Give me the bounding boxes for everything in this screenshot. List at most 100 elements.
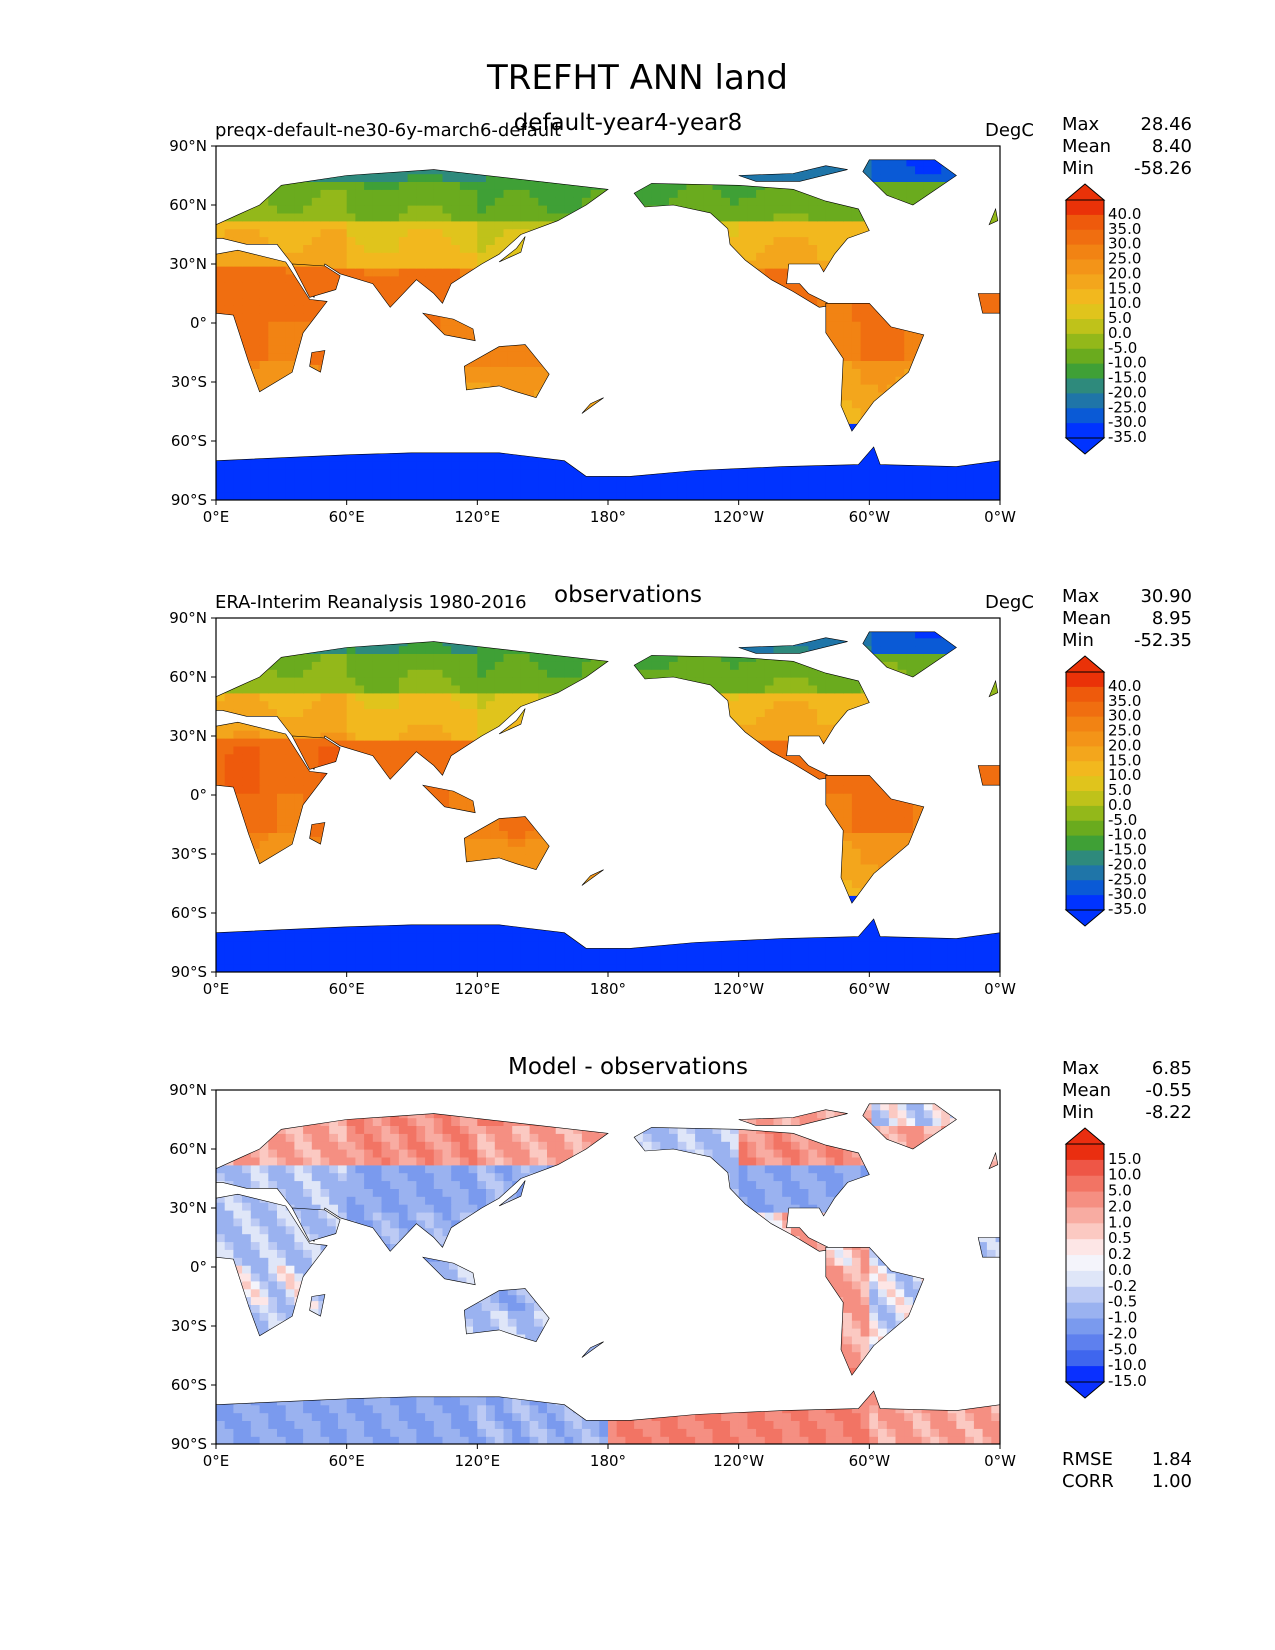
grid-cell (355, 220, 365, 230)
grid-cell (773, 446, 783, 454)
grid-cell (860, 879, 870, 889)
grid-cell (381, 669, 391, 678)
grid-cell (642, 244, 653, 253)
grid-cell (825, 887, 836, 896)
grid-cell (477, 700, 487, 710)
grid-cell (712, 716, 722, 725)
grid-cell (268, 352, 278, 361)
grid-cell (242, 212, 252, 222)
grid-cell (773, 724, 783, 733)
grid-cell (259, 840, 269, 849)
grid-cell (799, 260, 809, 269)
grid-cell (686, 964, 696, 972)
grid-cell (834, 328, 844, 338)
grid-cell (320, 236, 330, 245)
grid-cell (906, 159, 916, 167)
grid-cell (930, 964, 940, 972)
grid-cell (782, 189, 792, 198)
grid-cell (525, 366, 535, 375)
grid-cell (329, 724, 339, 733)
grid-cell (712, 476, 722, 485)
grid-cell (764, 747, 775, 757)
grid-cell (338, 228, 348, 238)
grid-cell (756, 212, 766, 222)
grid-cell (825, 189, 836, 198)
grid-cell (608, 732, 617, 741)
grid-cell (860, 468, 870, 477)
grid-cell (468, 700, 478, 710)
grid-cell (773, 484, 783, 493)
grid-cell (869, 244, 878, 253)
grid-cell (503, 460, 513, 470)
grid-cell (756, 260, 766, 269)
coastline (862, 159, 957, 206)
grid-cell (294, 468, 304, 477)
grid-cell (451, 732, 461, 741)
grid-cell (285, 724, 295, 733)
grid-cell (573, 212, 583, 222)
grid-cell (451, 476, 461, 485)
grid-cell (329, 205, 339, 214)
grid-cell (860, 661, 870, 670)
grid-cell (590, 244, 600, 253)
grid-cell (773, 637, 783, 647)
grid-cell (346, 197, 356, 206)
grid-cell (869, 800, 879, 810)
grid-cell (897, 197, 907, 205)
grid-cell (303, 212, 313, 222)
grid-cell (888, 165, 899, 175)
grid-cell (268, 956, 278, 965)
grid-cell (986, 297, 997, 306)
grid-cell (904, 415, 914, 424)
grid-cell (398, 492, 409, 500)
grid-cell (599, 220, 608, 230)
grid-cell (372, 220, 383, 230)
grid-cell (756, 661, 766, 670)
grid-cell (216, 738, 226, 747)
grid-cell (886, 336, 897, 346)
grid-cell (503, 653, 513, 662)
grid-cell (285, 205, 295, 214)
grid-cell (825, 824, 836, 833)
grid-cell (542, 830, 550, 839)
grid-cell (834, 344, 844, 354)
grid-cell (851, 275, 862, 285)
grid-cell (703, 283, 714, 293)
grid-cell (277, 738, 287, 747)
panel-title: observations (553, 582, 703, 608)
grid-cell (451, 692, 461, 702)
grid-cell (941, 165, 951, 175)
grid-cell (843, 446, 853, 454)
grid-cell (285, 661, 295, 670)
grid-cell (869, 423, 879, 432)
grid-cell (721, 692, 731, 702)
grid-cell (860, 700, 870, 710)
grid-cell (686, 267, 696, 277)
grid-cell (486, 653, 496, 662)
grid-cell (224, 745, 234, 755)
grid-cell (311, 452, 322, 462)
grid-cell (499, 854, 509, 863)
grid-cell (730, 956, 740, 965)
grid-cell (608, 669, 617, 678)
grid-cell (468, 484, 478, 493)
grid-cell (277, 236, 287, 245)
grid-cell (738, 739, 748, 749)
grid-cell (921, 352, 924, 361)
grid-cell (390, 189, 400, 198)
land-australia (464, 816, 550, 870)
stat-label: Mean (1062, 136, 1112, 157)
grid-cell (888, 631, 899, 639)
grid-cell (808, 197, 818, 206)
grid-cell (277, 289, 287, 299)
grid-cell (651, 183, 661, 190)
grid-cell (642, 275, 653, 285)
grid-cell (372, 212, 383, 222)
grid-cell (834, 747, 844, 757)
grid-cell (303, 732, 313, 741)
grid-cell (494, 700, 505, 710)
grid-cell (712, 212, 722, 222)
grid-cell (669, 283, 679, 293)
grid-cell (686, 476, 696, 485)
grid-cell (825, 228, 836, 238)
